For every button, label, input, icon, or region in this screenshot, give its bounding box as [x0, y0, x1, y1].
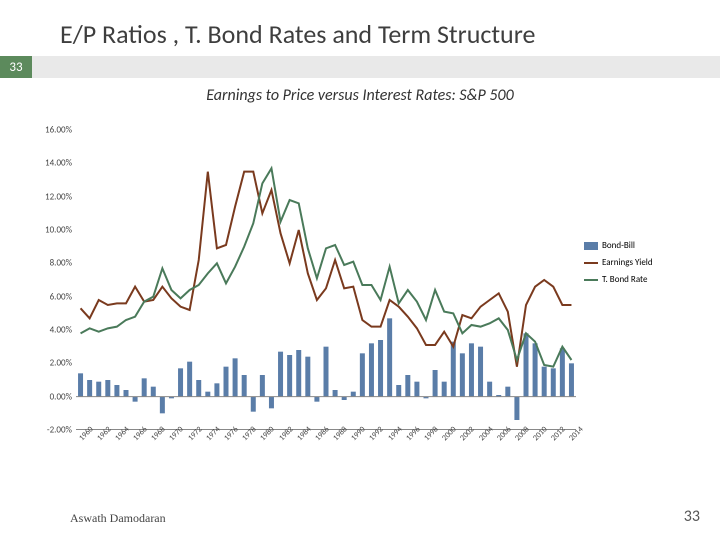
- y-tick-label: 0.00%: [50, 391, 72, 402]
- legend-item: Earnings Yield: [584, 257, 690, 268]
- accent-bar: 33: [0, 56, 720, 78]
- y-tick-label: 10.00%: [45, 225, 72, 236]
- y-tick-label: 16.00%: [45, 125, 72, 136]
- y-tick-label: -2.00%: [47, 425, 72, 436]
- plot-area: [76, 130, 576, 430]
- legend-item: T. Bond Rate: [584, 274, 690, 285]
- legend-item: Bond-Bill: [584, 240, 690, 251]
- lines-layer: [76, 130, 576, 430]
- y-tick-label: 8.00%: [50, 258, 72, 269]
- x-axis: 1960196219641966196819701972197419761978…: [76, 430, 576, 470]
- legend-swatch: [584, 279, 598, 281]
- legend: Bond-Bill Earnings Yield T. Bond Rate: [584, 240, 690, 291]
- footer-page-number: 33: [684, 507, 700, 526]
- legend-label: Bond-Bill: [602, 240, 635, 251]
- legend-label: T. Bond Rate: [602, 274, 647, 285]
- y-tick-label: 6.00%: [50, 291, 72, 302]
- legend-label: Earnings Yield: [602, 257, 653, 268]
- chart-subtitle: Earnings to Price versus Interest Rates:…: [0, 86, 720, 105]
- legend-swatch: [584, 262, 598, 264]
- footer-author: Aswath Damodaran: [70, 511, 166, 526]
- y-tick-label: 2.00%: [50, 358, 72, 369]
- y-tick-label: 14.00%: [45, 158, 72, 169]
- y-tick-label: 4.00%: [50, 325, 72, 336]
- slide-title: E/P Ratios , T. Bond Rates and Term Stru…: [0, 0, 720, 56]
- y-axis: -2.00%0.00%2.00%4.00%6.00%8.00%10.00%12.…: [30, 130, 76, 430]
- legend-swatch: [584, 242, 598, 250]
- page-marker: 33: [0, 56, 32, 78]
- chart: -2.00% 0.00% 2.00% 4.00% 6.00% 8.00% 10.00% 12.…: [30, 130, 690, 470]
- y-tick-label: 12.00%: [45, 191, 72, 202]
